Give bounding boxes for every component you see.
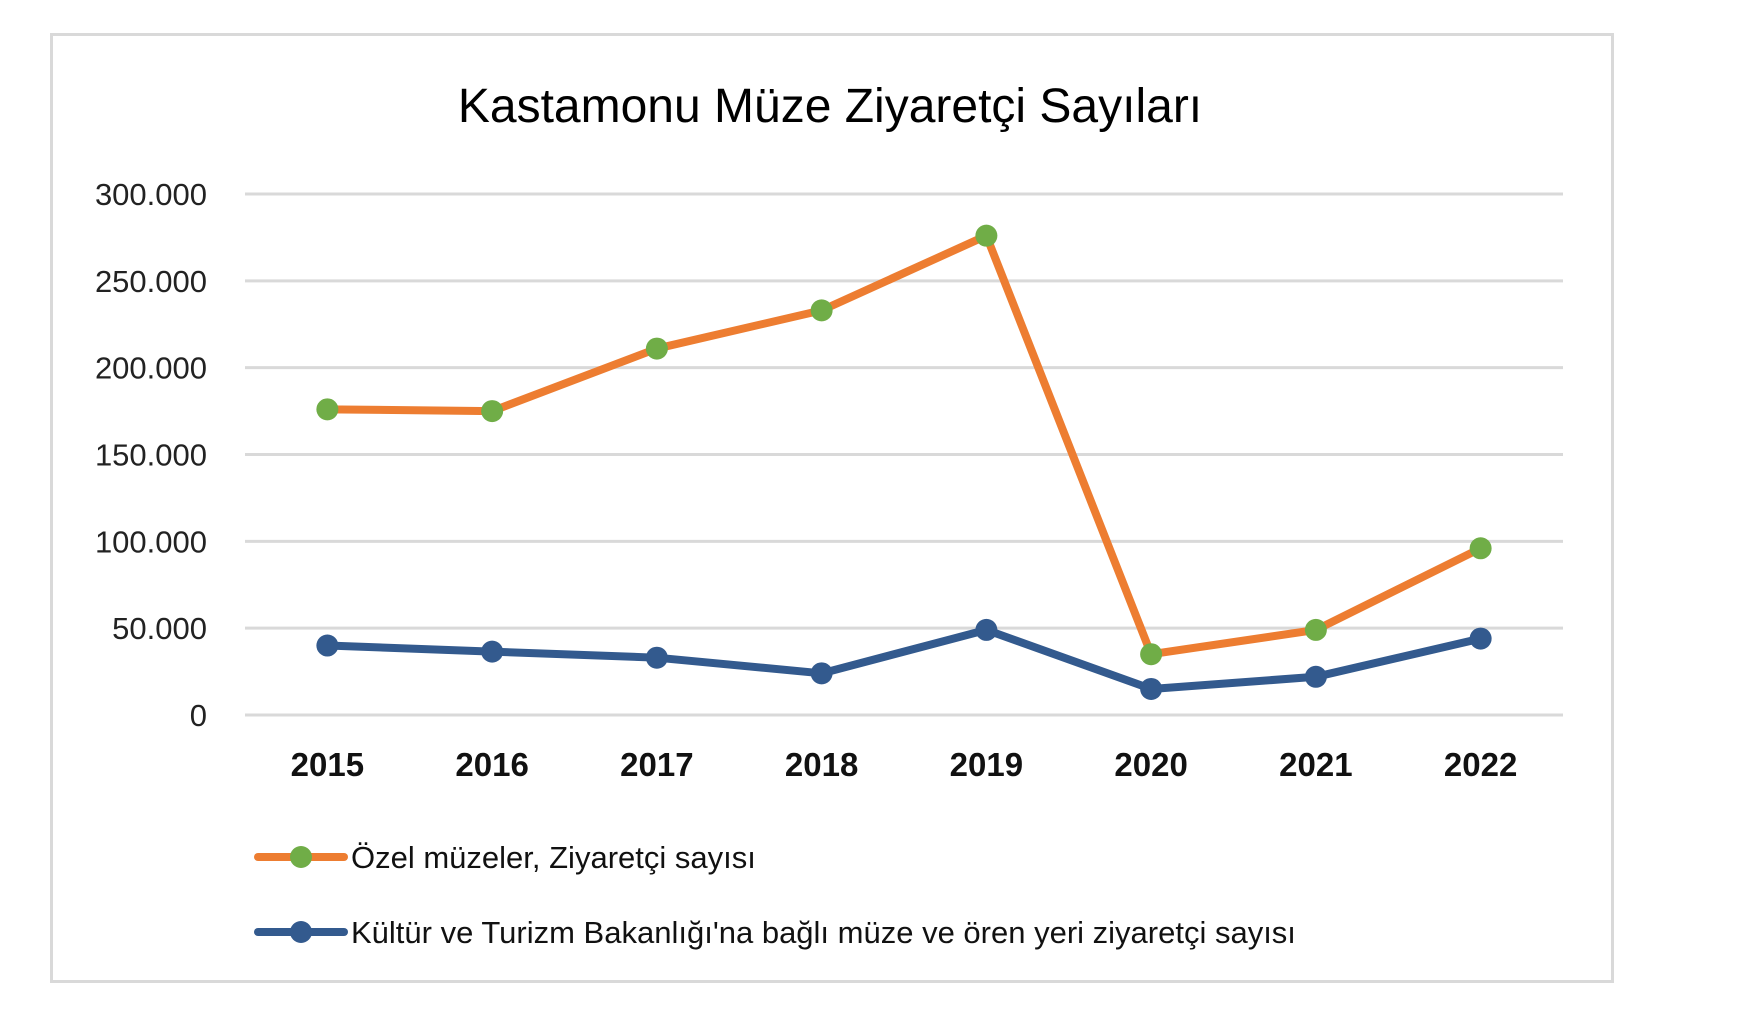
x-axis-tick-labels: 2015 2016 2017 2018 2019 2020 2021 2022: [291, 746, 1518, 783]
series-line-1: [323, 625, 1485, 693]
y-tick-label: 100.000: [95, 524, 207, 559]
y-tick-label: 300.000: [95, 177, 207, 212]
gridlines: [245, 192, 1563, 717]
legend-label: Özel müzeler, Ziyaretçi sayısı: [351, 840, 756, 875]
y-tick-label: 200.000: [95, 351, 207, 386]
data-point: [975, 224, 998, 247]
x-tick-label: 2016: [455, 746, 528, 783]
chart-frame: [50, 33, 1614, 983]
y-tick-label: 150.000: [95, 438, 207, 473]
legend-swatch-marker: [290, 921, 312, 943]
series-1: [316, 618, 1492, 700]
y-tick-label: 0: [190, 698, 207, 733]
x-tick-label: 2022: [1444, 746, 1517, 783]
series-lines: [316, 224, 1492, 700]
legend-item-1: Kültür ve Turizm Bakanlığı'na bağlı müze…: [254, 915, 1296, 950]
legend-label: Kültür ve Turizm Bakanlığı'na bağlı müze…: [351, 915, 1296, 950]
x-tick-label: 2019: [950, 746, 1023, 783]
x-tick-label: 2015: [291, 746, 364, 783]
data-point: [481, 640, 504, 663]
data-point: [810, 299, 833, 322]
data-point: [1140, 677, 1163, 700]
data-point: [645, 646, 668, 669]
legend-item-0: Özel müzeler, Ziyaretçi sayısı: [254, 840, 756, 875]
series-line-0: [323, 231, 1485, 659]
y-tick-label: 250.000: [95, 264, 207, 299]
data-point: [1140, 643, 1163, 666]
x-tick-label: 2020: [1114, 746, 1187, 783]
chart-title: Kastamonu Müze Ziyaretçi Sayıları: [458, 80, 1202, 133]
series-0: [316, 224, 1492, 666]
data-point: [316, 634, 339, 657]
legend-swatch-marker: [290, 846, 312, 868]
x-tick-label: 2021: [1279, 746, 1352, 783]
x-tick-label: 2017: [620, 746, 693, 783]
data-point: [975, 618, 998, 641]
x-tick-label: 2018: [785, 746, 858, 783]
y-axis-tick-labels: 0 50.000 100.000 150.000 200.000 250.000 300.0…: [95, 177, 207, 733]
data-point: [1469, 627, 1492, 650]
data-point: [481, 400, 504, 423]
legend: Özel müzeler, Ziyaretçi sayısı Kültür ve …: [254, 840, 1296, 950]
data-point: [1304, 665, 1327, 688]
data-point: [1469, 537, 1492, 560]
data-point: [645, 337, 668, 360]
data-point: [810, 662, 833, 685]
data-point: [316, 398, 339, 421]
data-point: [1304, 618, 1327, 641]
y-tick-label: 50.000: [112, 611, 207, 646]
